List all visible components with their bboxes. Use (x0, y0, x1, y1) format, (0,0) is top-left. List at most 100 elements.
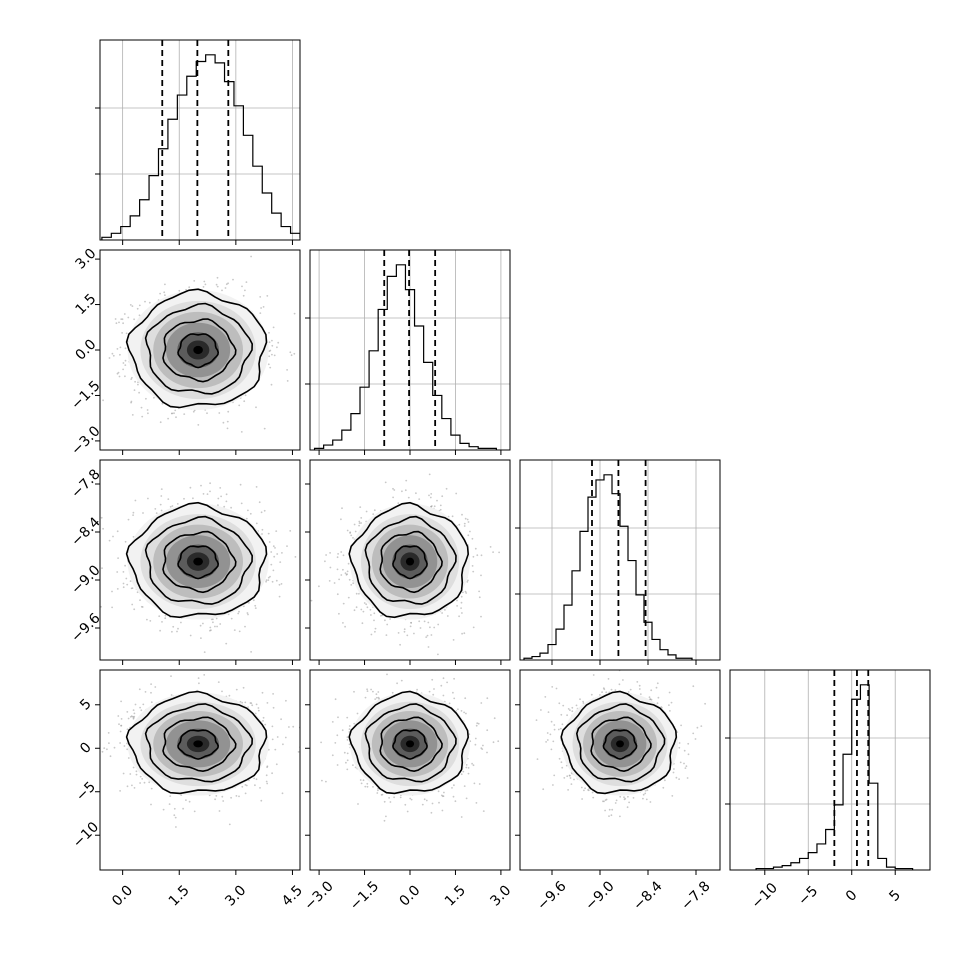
scatter-point (334, 698, 337, 701)
scatter-point (671, 795, 674, 797)
scatter-point (221, 690, 223, 693)
scatter-point (685, 765, 688, 768)
scatter-point (138, 391, 141, 394)
scatter-point (125, 577, 128, 580)
scatter-point (240, 502, 243, 505)
scatter-point (478, 783, 481, 785)
scatter-point (134, 499, 137, 502)
scatter-point (245, 517, 248, 520)
scatter-point (448, 702, 451, 705)
scatter-point (467, 772, 470, 775)
scatter-point (138, 304, 141, 307)
scatter-point (439, 508, 442, 511)
contour-line (379, 716, 443, 773)
scatter-point (461, 513, 463, 516)
scatter-point (203, 674, 206, 676)
scatter-point (253, 777, 256, 780)
scatter-point (442, 677, 445, 680)
scatter-point (130, 401, 133, 404)
scatter-point (580, 786, 583, 789)
scatter-point (108, 357, 111, 359)
scatter-point (482, 810, 485, 812)
scatter-point (372, 513, 375, 515)
scatter-point (132, 766, 135, 769)
scatter-point (215, 617, 218, 620)
scatter-point (603, 688, 606, 691)
scatter-point (225, 283, 228, 286)
scatter-point (569, 774, 571, 777)
scatter-point (159, 503, 162, 506)
scatter-point (575, 704, 578, 707)
scatter-point (569, 709, 571, 711)
scatter-point (352, 537, 354, 539)
scatter-point (120, 718, 123, 720)
scatter-point (475, 724, 478, 727)
scatter-point (370, 688, 372, 691)
scatter-point (245, 281, 248, 283)
scatter-point (560, 713, 563, 716)
scatter-point (271, 738, 274, 741)
scatter-point (403, 628, 406, 631)
scatter-point (342, 602, 345, 605)
scatter-point (217, 504, 219, 507)
scatter-point (364, 785, 367, 788)
scatter-point (267, 579, 270, 581)
scatter-point (230, 796, 233, 799)
scatter-point (131, 414, 134, 416)
scatter-point (250, 702, 253, 705)
scatter-point (471, 537, 474, 540)
scatter-point (238, 404, 241, 407)
scatter-point (260, 799, 263, 802)
scatter-point (219, 623, 222, 625)
scatter-point (679, 761, 682, 764)
scatter-point (271, 344, 274, 347)
scatter-point (472, 570, 475, 573)
scatter-point (164, 614, 167, 617)
scatter-point (472, 555, 475, 558)
scatter-point (336, 593, 339, 596)
panel-content (535, 670, 706, 818)
panel-frame (309, 459, 511, 661)
scatter-point (117, 557, 119, 559)
scatter-point (275, 579, 278, 582)
scatter-point (425, 799, 428, 802)
scatter-point (158, 615, 161, 618)
scatter-point (210, 618, 213, 621)
scatter-point (380, 614, 382, 617)
scatter-point (567, 789, 569, 791)
y-tick-label: 5 (77, 696, 95, 714)
contour-line (364, 703, 457, 783)
scatter-point (429, 496, 432, 499)
scatter-point (642, 793, 645, 796)
scatter-point (149, 620, 152, 622)
scatter-point (627, 691, 630, 693)
scatter-point (423, 798, 426, 801)
scatter-point (240, 431, 243, 433)
scatter-point (421, 803, 424, 806)
panel-frame (519, 669, 721, 871)
scatter-point (692, 685, 695, 688)
scatter-point (467, 521, 470, 523)
scatter-point (558, 702, 561, 705)
scatter-point (680, 724, 682, 727)
scatter-point (336, 556, 339, 559)
scatter-point (359, 506, 362, 508)
x-tick-label: 1.5 (442, 882, 469, 909)
scatter-point (223, 505, 226, 508)
scatter-point (148, 781, 151, 784)
scatter-point (180, 621, 182, 624)
contour-line (392, 545, 428, 580)
scatter-point (154, 508, 157, 510)
scatter-point (440, 684, 443, 687)
scatter-point (657, 696, 660, 699)
x-tick-label: 0.0 (396, 882, 423, 909)
scatter-point (349, 532, 351, 534)
scatter-point (632, 797, 635, 799)
scatter-point (148, 301, 151, 304)
scatter-point (416, 688, 418, 691)
scatter-point (385, 815, 387, 818)
scatter-point (267, 363, 270, 366)
scatter-point (384, 481, 387, 484)
scatter-point (131, 587, 134, 589)
scatter-point (183, 497, 185, 500)
